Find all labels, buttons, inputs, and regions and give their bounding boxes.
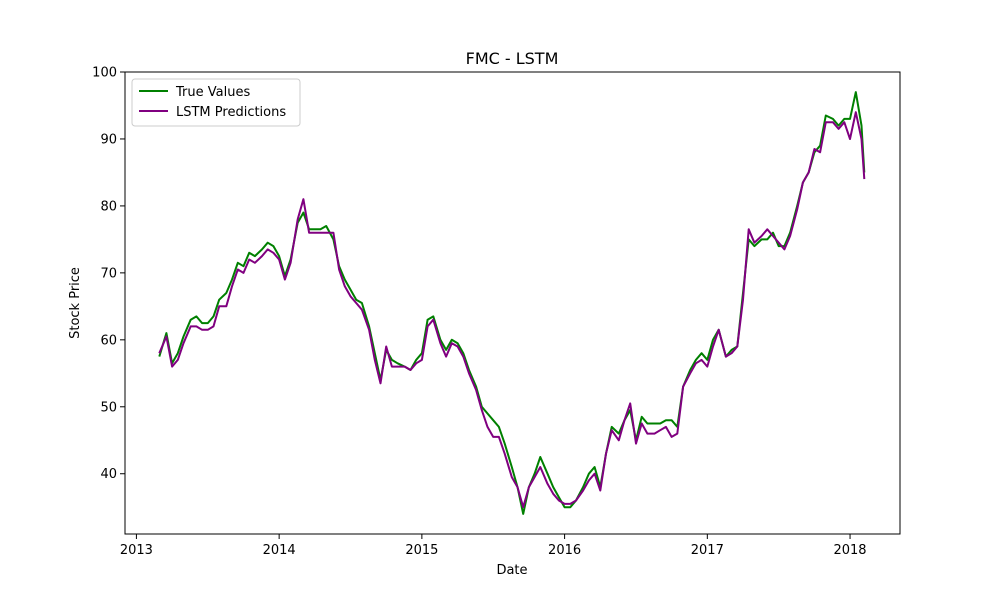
y-tick-label: 70 (100, 266, 117, 281)
y-tick-label: 90 (100, 132, 117, 147)
x-tick-label: 2013 (120, 543, 153, 558)
chart-title: FMC - LSTM (466, 49, 559, 68)
y-tick-label: 80 (100, 199, 117, 214)
y-tick-label: 40 (100, 467, 117, 482)
x-tick-label: 2017 (691, 543, 724, 558)
legend: True Values LSTM Predictions (131, 78, 301, 127)
legend-label-true-values: True Values (175, 85, 250, 100)
y-tick-label: 100 (92, 66, 117, 81)
x-tick-label: 2014 (263, 543, 296, 558)
legend-box (131, 78, 301, 127)
y-tick-label: 50 (100, 400, 117, 415)
series-lines (158, 91, 866, 515)
y-axis-ticks: 40 50 60 70 80 90 100 (92, 66, 125, 482)
series-line-true-values (158, 91, 866, 515)
y-tick-label: 60 (100, 333, 117, 348)
x-axis-ticks: 2013 2014 2015 2016 2017 2018 (120, 534, 867, 558)
x-tick-label: 2018 (833, 543, 866, 558)
plot-area-frame (124, 71, 901, 535)
y-axis-label: Stock Price (68, 267, 83, 339)
x-axis-label: Date (496, 563, 527, 578)
x-tick-label: 2016 (548, 543, 581, 558)
series-line-lstm-predictions (158, 111, 866, 509)
legend-label-lstm-predictions: LSTM Predictions (176, 105, 286, 120)
x-tick-label: 2015 (405, 543, 438, 558)
